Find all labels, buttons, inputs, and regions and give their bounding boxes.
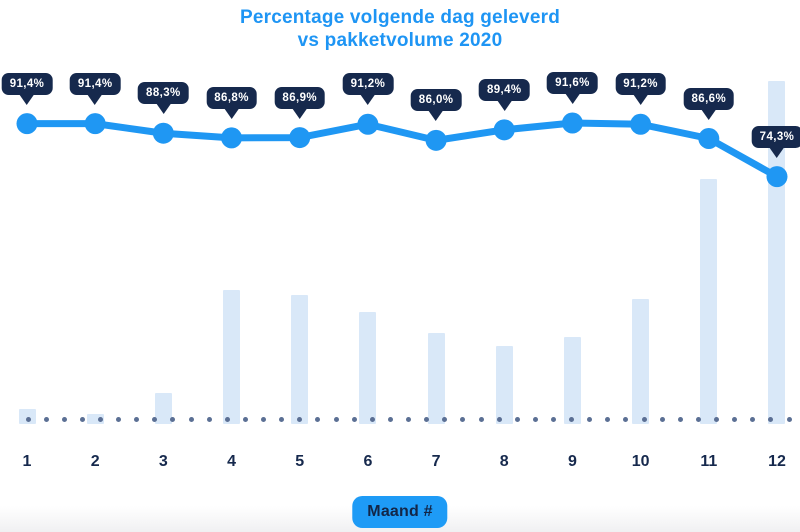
baseline-dot bbox=[605, 416, 611, 422]
baseline-dot bbox=[315, 416, 321, 422]
baseline-dot bbox=[206, 416, 212, 422]
x-axis-label: 5 bbox=[295, 453, 305, 470]
x-axis-label: 9 bbox=[567, 453, 577, 470]
baseline-dot bbox=[224, 416, 230, 422]
baseline-dot bbox=[25, 416, 31, 422]
line-marker bbox=[493, 119, 515, 141]
baseline-dot bbox=[442, 416, 448, 422]
baseline-dot bbox=[188, 416, 194, 422]
volume-bar bbox=[632, 299, 650, 424]
value-tooltip: 86,8% bbox=[206, 86, 257, 119]
x-axis-label: 1 bbox=[22, 453, 32, 470]
baseline-dot bbox=[659, 416, 665, 422]
volume-bar bbox=[563, 336, 581, 424]
volume-bar bbox=[223, 289, 241, 424]
line-marker bbox=[698, 128, 720, 149]
baseline-dot bbox=[532, 416, 538, 422]
baseline-dot bbox=[79, 416, 85, 422]
percentage-line bbox=[23, 119, 781, 181]
baseline-dot bbox=[569, 416, 575, 422]
x-axis-label: 4 bbox=[227, 453, 236, 470]
volume-bar bbox=[768, 81, 786, 424]
volume-bar bbox=[495, 346, 513, 424]
value-tooltip: 88,3% bbox=[138, 82, 189, 115]
volume-bar bbox=[86, 414, 104, 424]
baseline-dot bbox=[460, 416, 466, 422]
baseline-dot bbox=[478, 416, 484, 422]
baseline-dot bbox=[261, 416, 267, 422]
baseline-dot bbox=[623, 416, 629, 422]
line-marker bbox=[630, 113, 652, 135]
value-tooltip: 91,2% bbox=[615, 73, 666, 106]
line-marker bbox=[425, 129, 447, 151]
baseline-dot bbox=[369, 416, 375, 422]
baseline-dot bbox=[387, 416, 393, 422]
line-marker bbox=[221, 127, 243, 149]
baseline-dot bbox=[279, 416, 285, 422]
value-tooltip: 89,4% bbox=[478, 78, 530, 111]
line-marker bbox=[289, 127, 311, 149]
baseline-dot bbox=[750, 416, 756, 422]
baseline-dot bbox=[768, 416, 774, 422]
value-tooltip: 86,0% bbox=[410, 89, 462, 122]
chart-title-line2: vs pakketvolume 2020 bbox=[297, 30, 503, 52]
x-axis-label: 12 bbox=[768, 453, 786, 470]
baseline-dot bbox=[587, 416, 593, 422]
line-marker bbox=[84, 113, 106, 135]
value-tooltip: 91,6% bbox=[547, 72, 598, 104]
baseline-dot bbox=[97, 416, 103, 422]
line-marker bbox=[357, 113, 379, 135]
baseline-dot bbox=[714, 416, 720, 422]
baseline-dot bbox=[297, 416, 303, 422]
baseline-dot bbox=[786, 416, 792, 422]
baseline-dot bbox=[333, 416, 339, 422]
baseline-dot bbox=[242, 416, 248, 422]
x-axis-label: 6 bbox=[363, 453, 373, 470]
line-marker bbox=[561, 112, 583, 134]
baseline-dot bbox=[641, 416, 647, 422]
baseline-dot bbox=[116, 416, 122, 422]
x-axis-label: 8 bbox=[499, 453, 509, 470]
baseline-dot bbox=[677, 416, 683, 422]
baseline-dot bbox=[695, 416, 701, 422]
x-axis-label: 2 bbox=[90, 453, 100, 470]
baseline-dot bbox=[514, 416, 520, 422]
baseline-dot bbox=[550, 416, 556, 422]
baseline-dot bbox=[134, 416, 140, 422]
x-axis-label: 7 bbox=[431, 453, 441, 470]
value-tooltip: 86,6% bbox=[683, 87, 735, 120]
baseline-dot bbox=[732, 416, 738, 422]
chart-title-line1: Percentage volgende dag geleverd bbox=[239, 7, 560, 28]
x-axis-title-badge: Maand # bbox=[352, 496, 448, 528]
baseline-dot bbox=[424, 416, 430, 422]
volume-bar bbox=[700, 179, 718, 424]
value-tooltip: 86,9% bbox=[274, 86, 326, 119]
baseline-dot bbox=[43, 416, 49, 422]
baseline-dot bbox=[61, 416, 67, 422]
line-marker bbox=[16, 113, 38, 135]
value-tooltip: 91,2% bbox=[342, 73, 394, 106]
line-marker bbox=[766, 166, 788, 188]
volume-bar bbox=[427, 333, 445, 424]
x-axis-label: 11 bbox=[700, 453, 718, 470]
volume-bar bbox=[154, 393, 172, 424]
volume-bar bbox=[291, 295, 309, 424]
line-marker bbox=[152, 122, 174, 144]
baseline-dot bbox=[351, 416, 357, 422]
x-axis-label: 3 bbox=[158, 453, 168, 470]
value-tooltip: 74,3% bbox=[751, 125, 800, 158]
volume-bar bbox=[18, 408, 36, 424]
volume-bar bbox=[359, 311, 377, 424]
x-axis-label: 10 bbox=[631, 453, 650, 470]
value-tooltip: 91,4% bbox=[69, 72, 121, 105]
baseline-dot bbox=[406, 416, 412, 422]
value-tooltip: 91,4% bbox=[1, 72, 53, 105]
baseline-dot bbox=[152, 416, 158, 422]
baseline-dot bbox=[170, 416, 176, 422]
baseline-dot bbox=[496, 416, 502, 422]
chart-title: Percentage volgende dag geleverd vs pakk… bbox=[0, 6, 800, 52]
